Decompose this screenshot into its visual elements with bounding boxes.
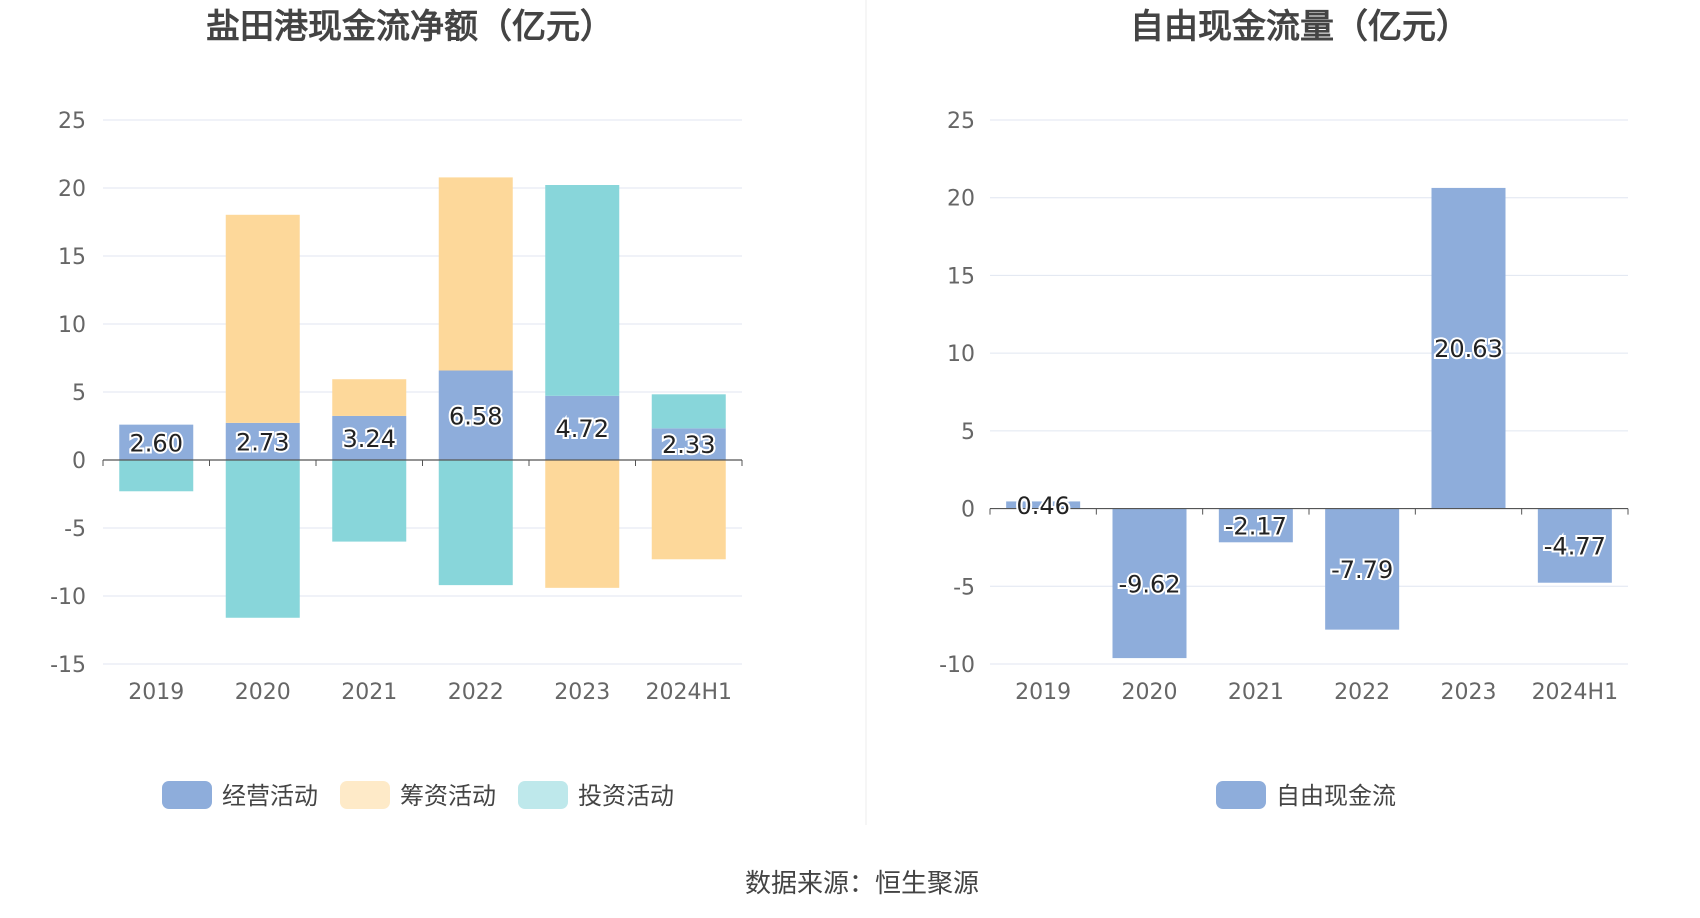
chart-title: 盐田港现金流净额（亿元） xyxy=(206,7,614,47)
chart-1: 盐田港现金流净额（亿元） 25 20 15 10 5 0 -5 -10 -15 2019 2020 20… xyxy=(50,7,743,810)
y-tick-label: 0 xyxy=(72,449,86,474)
x-tick-label: 2021 xyxy=(1228,680,1284,705)
legend-item[interactable]: 筹资活动 xyxy=(340,781,496,810)
legend-swatch xyxy=(162,781,212,809)
y-tick-label: -15 xyxy=(50,653,86,678)
data-label: -2.17 xyxy=(1225,512,1287,540)
data-label: -4.77 xyxy=(1544,533,1606,561)
y-tick-label: 15 xyxy=(947,264,975,289)
y-tick-label: 20 xyxy=(947,187,975,212)
y-tick-label: 0 xyxy=(961,498,975,523)
chart-2: 自由现金流量（亿元） 25 20 15 10 5 0 -5 -10 2019 2020 2021 202… xyxy=(939,7,1629,810)
data-label: 6.58 xyxy=(449,402,502,430)
bar-2021-s1 xyxy=(1218,508,1293,543)
x-tick-label: 2020 xyxy=(1122,680,1178,705)
y-tick-label: 5 xyxy=(961,420,975,445)
bar-2024h1-s1 xyxy=(1537,508,1612,583)
y-tick-label: -10 xyxy=(939,653,975,678)
x-tick-label: 2023 xyxy=(1441,680,1497,705)
x-tick-label: 2022 xyxy=(1334,680,1390,705)
bar-2023-s3 xyxy=(545,185,620,396)
bar-2022-s3 xyxy=(438,460,513,586)
data-label: 0.46 xyxy=(1016,492,1069,520)
data-label: -9.62 xyxy=(1118,570,1180,598)
bar-2021-s1 xyxy=(332,415,407,460)
x-tick-label: 2024H1 xyxy=(1532,680,1619,705)
y-tick-label: 25 xyxy=(947,109,975,134)
bar-2020-s3 xyxy=(225,460,300,618)
bar-2020-s1 xyxy=(1112,508,1187,659)
bar-2024h1-s1 xyxy=(651,428,726,460)
legend-label: 经营活动 xyxy=(222,782,318,810)
bar-2024h1-s2 xyxy=(651,460,726,560)
legend-swatch xyxy=(518,781,568,809)
source-text: 数据来源：恒生聚源 xyxy=(745,869,979,899)
legend-label: 自由现金流 xyxy=(1276,782,1396,810)
data-label: 2.33 xyxy=(662,431,715,459)
y-tick-label: -10 xyxy=(50,585,86,610)
bar-2021-s2 xyxy=(332,379,407,416)
legend-item[interactable]: 自由现金流 xyxy=(1216,781,1396,810)
x-tick-label: 2021 xyxy=(341,680,397,705)
legend-label: 筹资活动 xyxy=(400,782,496,810)
x-tick-label: 2020 xyxy=(235,680,291,705)
x-tick-label: 2022 xyxy=(448,680,504,705)
y-tick-label: 10 xyxy=(58,313,86,338)
bar-2019-s1 xyxy=(1006,501,1081,509)
bar-2020-s1 xyxy=(225,422,300,460)
x-tick-label: 2019 xyxy=(1015,680,1071,705)
y-tick-label: 25 xyxy=(58,109,86,134)
x-tick-label: 2023 xyxy=(554,680,610,705)
bar-2023-s2 xyxy=(545,460,620,588)
legend-label: 投资活动 xyxy=(578,782,674,810)
bar-2021-s3 xyxy=(332,460,407,542)
bar-2023-s1 xyxy=(545,395,620,460)
y-tick-label: 15 xyxy=(58,245,86,270)
bar-2022-s2 xyxy=(438,177,513,371)
bar-2019-s1 xyxy=(119,424,194,460)
y-tick-label: -5 xyxy=(64,517,86,542)
legend-item[interactable]: 经营活动 xyxy=(162,781,318,810)
chart-title: 自由现金流量（亿元） xyxy=(1130,7,1470,47)
bar-2020-s2 xyxy=(225,214,300,423)
y-tick-label: 5 xyxy=(72,381,86,406)
bar-2022-s1 xyxy=(438,370,513,460)
y-tick-label: 10 xyxy=(947,342,975,367)
data-label: 3.24 xyxy=(343,425,396,453)
data-label: 4.72 xyxy=(556,415,609,443)
data-label: -7.79 xyxy=(1331,556,1393,584)
data-label: 2.60 xyxy=(130,429,183,457)
bar-2024h1-s3 xyxy=(651,394,726,429)
data-label: 20.63 xyxy=(1434,335,1503,363)
bar-2022-s1 xyxy=(1325,508,1400,630)
data-label: 2.73 xyxy=(236,428,289,456)
bar-2023-s1 xyxy=(1431,187,1506,509)
y-tick-label: 20 xyxy=(58,177,86,202)
legend-swatch xyxy=(340,781,390,809)
bar-2019-s3 xyxy=(119,460,194,492)
legend-swatch xyxy=(1216,781,1266,809)
y-tick-label: -5 xyxy=(953,575,975,600)
x-tick-label: 2024H1 xyxy=(645,680,732,705)
legend-item[interactable]: 投资活动 xyxy=(518,781,674,810)
x-tick-label: 2019 xyxy=(128,680,184,705)
